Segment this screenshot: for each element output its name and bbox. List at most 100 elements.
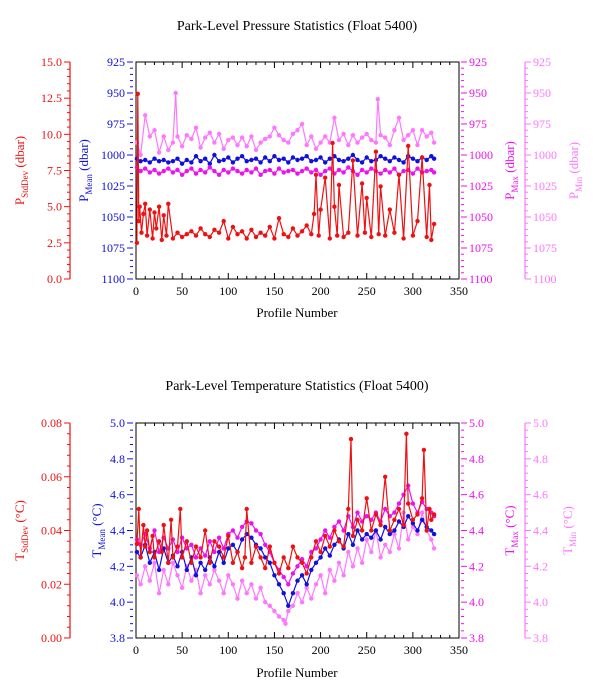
max-data-point	[212, 168, 217, 174]
stddev-data-point	[184, 232, 189, 237]
min-data-point	[175, 134, 180, 139]
max-data-point	[355, 172, 360, 177]
stddev-data-point	[239, 229, 245, 234]
min-data-point	[299, 600, 305, 605]
max-data-point	[244, 167, 249, 173]
stddev-data-point	[134, 541, 140, 547]
mean-data-point	[276, 157, 282, 163]
max-tick-label: 4.4	[469, 524, 484, 538]
min-data-point	[323, 134, 328, 139]
stddev-tick-label: 0.02	[41, 577, 62, 591]
stddev-data-point	[311, 211, 317, 217]
max-data-point	[161, 168, 166, 174]
min-data-point	[239, 135, 245, 140]
min-data-point	[203, 135, 208, 140]
stddev-data-point	[330, 140, 335, 146]
mean-data-point	[156, 159, 162, 164]
min-data-point	[431, 546, 437, 551]
stddev-data-point	[383, 233, 388, 238]
stddev-data-point	[164, 233, 169, 238]
min-data-point	[179, 144, 185, 149]
max-tick-label: 975	[469, 117, 487, 131]
min-data-point	[332, 578, 337, 583]
mean-data-point	[332, 542, 337, 547]
min-data-point	[143, 113, 148, 118]
max-data-point	[166, 166, 171, 171]
mean-data-point	[216, 159, 222, 164]
stddev-data-point	[392, 230, 397, 235]
max-data-point	[309, 170, 314, 175]
max-data-point	[230, 166, 236, 171]
stddev-data-point	[141, 522, 146, 528]
stddev-tick-label: 12.5	[41, 91, 62, 105]
max-tick-label: 4.8	[469, 452, 484, 466]
mean-data-point	[179, 161, 185, 166]
max-data-point	[318, 172, 323, 177]
max-data-point	[175, 549, 180, 555]
max-data-point	[189, 542, 194, 547]
min-data-point	[350, 133, 356, 138]
stddev-data-point	[230, 224, 236, 230]
x-tick-label: 100	[219, 643, 237, 657]
stddev-data-point	[156, 539, 162, 544]
min-data-point	[156, 591, 162, 596]
max-data-point	[239, 524, 245, 530]
min-data-point	[249, 582, 254, 587]
mean-data-point	[290, 155, 296, 160]
min-data-point	[239, 578, 245, 583]
x-tick-label: 150	[265, 643, 283, 657]
x-tick-label: 300	[404, 643, 422, 657]
mean-data-point	[341, 159, 346, 164]
stddev-data-point	[207, 234, 212, 240]
min-data-point	[230, 582, 236, 587]
stddev-data-point	[267, 224, 272, 230]
min-data-point	[216, 578, 222, 583]
min-data-point	[244, 144, 249, 149]
stddev-data-point	[258, 230, 263, 235]
min-data-point	[392, 531, 397, 537]
mean-data-point	[378, 154, 383, 159]
min-tick-label: 1000	[533, 148, 557, 162]
min-data-point	[336, 137, 342, 143]
stddev-data-point	[335, 233, 340, 238]
x-tick-label: 0	[133, 284, 139, 298]
mean-data-point	[323, 160, 328, 165]
stddev-tick-label: 7.5	[47, 164, 62, 178]
min-data-point	[401, 137, 406, 143]
x-tick-label: 150	[265, 284, 283, 298]
max-data-point	[318, 537, 323, 542]
max-data-point	[143, 166, 148, 171]
pressure-statistics-panel: Park-Level Pressure Statistics (Float 54…	[12, 19, 584, 320]
mean-data-point	[318, 155, 323, 160]
mean-data-point	[267, 159, 272, 164]
max-data-point	[304, 166, 309, 171]
min-tick-label: 1075	[533, 241, 557, 255]
stddev-data-point	[203, 528, 208, 533]
stddev-data-point	[179, 234, 185, 240]
max-data-point	[341, 528, 346, 533]
stddev-data-point	[212, 539, 217, 544]
stddev-data-point	[166, 560, 171, 565]
min-data-point	[313, 146, 319, 151]
stddev-data-point	[313, 172, 319, 177]
min-data-point	[253, 147, 259, 153]
mean-data-point	[387, 159, 392, 164]
min-data-point	[378, 555, 383, 560]
stddev-data-point	[147, 549, 152, 555]
min-data-point	[392, 128, 397, 133]
stddev-data-point	[198, 226, 203, 231]
mean-data-point	[336, 157, 342, 163]
min-tick-label: 975	[533, 117, 551, 131]
min-data-point	[341, 131, 346, 137]
max-data-point	[179, 172, 185, 177]
max-data-point	[203, 170, 208, 175]
mean-data-point	[203, 156, 208, 161]
min-data-point	[313, 582, 319, 587]
mean-data-point	[175, 564, 180, 569]
max-data-point	[364, 514, 369, 519]
max-tick-label: 925	[469, 55, 487, 69]
max-data-point	[138, 168, 143, 174]
pressure-x-axis-label: Profile Number	[256, 305, 338, 320]
max-data-point	[295, 171, 300, 176]
stddev-data-point	[135, 91, 140, 97]
